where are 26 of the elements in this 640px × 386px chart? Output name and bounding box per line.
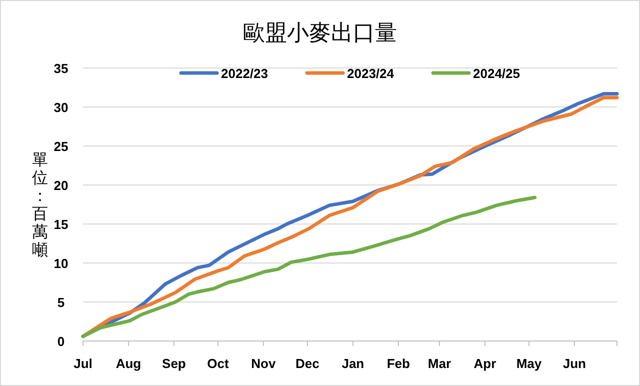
y-axis-title: 單位：百萬噸 <box>32 152 48 259</box>
x-tick-label: May <box>516 356 542 371</box>
x-tick-label: Jul <box>74 356 92 371</box>
x-tick-label: Apr <box>474 356 496 371</box>
x-tick-label: Jun <box>562 356 586 371</box>
y-tick-label: 0 <box>57 334 65 349</box>
x-tick-label: Mar <box>428 356 452 371</box>
x-tick-label: Jan <box>342 356 364 371</box>
x-tick-label: Dec <box>296 356 320 371</box>
x-tick-label: Oct <box>207 356 230 371</box>
line-series <box>81 196 537 338</box>
x-tick-label: Aug <box>116 356 142 371</box>
x-tick-label: Sep <box>162 356 186 371</box>
legend-label: 2024/25 <box>473 66 520 81</box>
y-tick-label: 30 <box>54 100 68 115</box>
y-tick-label: 25 <box>54 139 68 154</box>
x-tick-label: Feb <box>386 356 410 371</box>
y-tick-label: 35 <box>54 61 68 76</box>
legend-label: 2022/23 <box>221 66 268 81</box>
y-tick-label: 10 <box>54 256 68 271</box>
legend-label: 2023/24 <box>347 66 395 81</box>
y-tick-label: 20 <box>54 178 68 193</box>
y-tick-label: 5 <box>57 295 65 310</box>
x-tick-label: Nov <box>251 356 276 371</box>
chart-title: 歐盟小麥出口量 <box>243 20 397 45</box>
y-tick-label: 15 <box>54 217 68 232</box>
